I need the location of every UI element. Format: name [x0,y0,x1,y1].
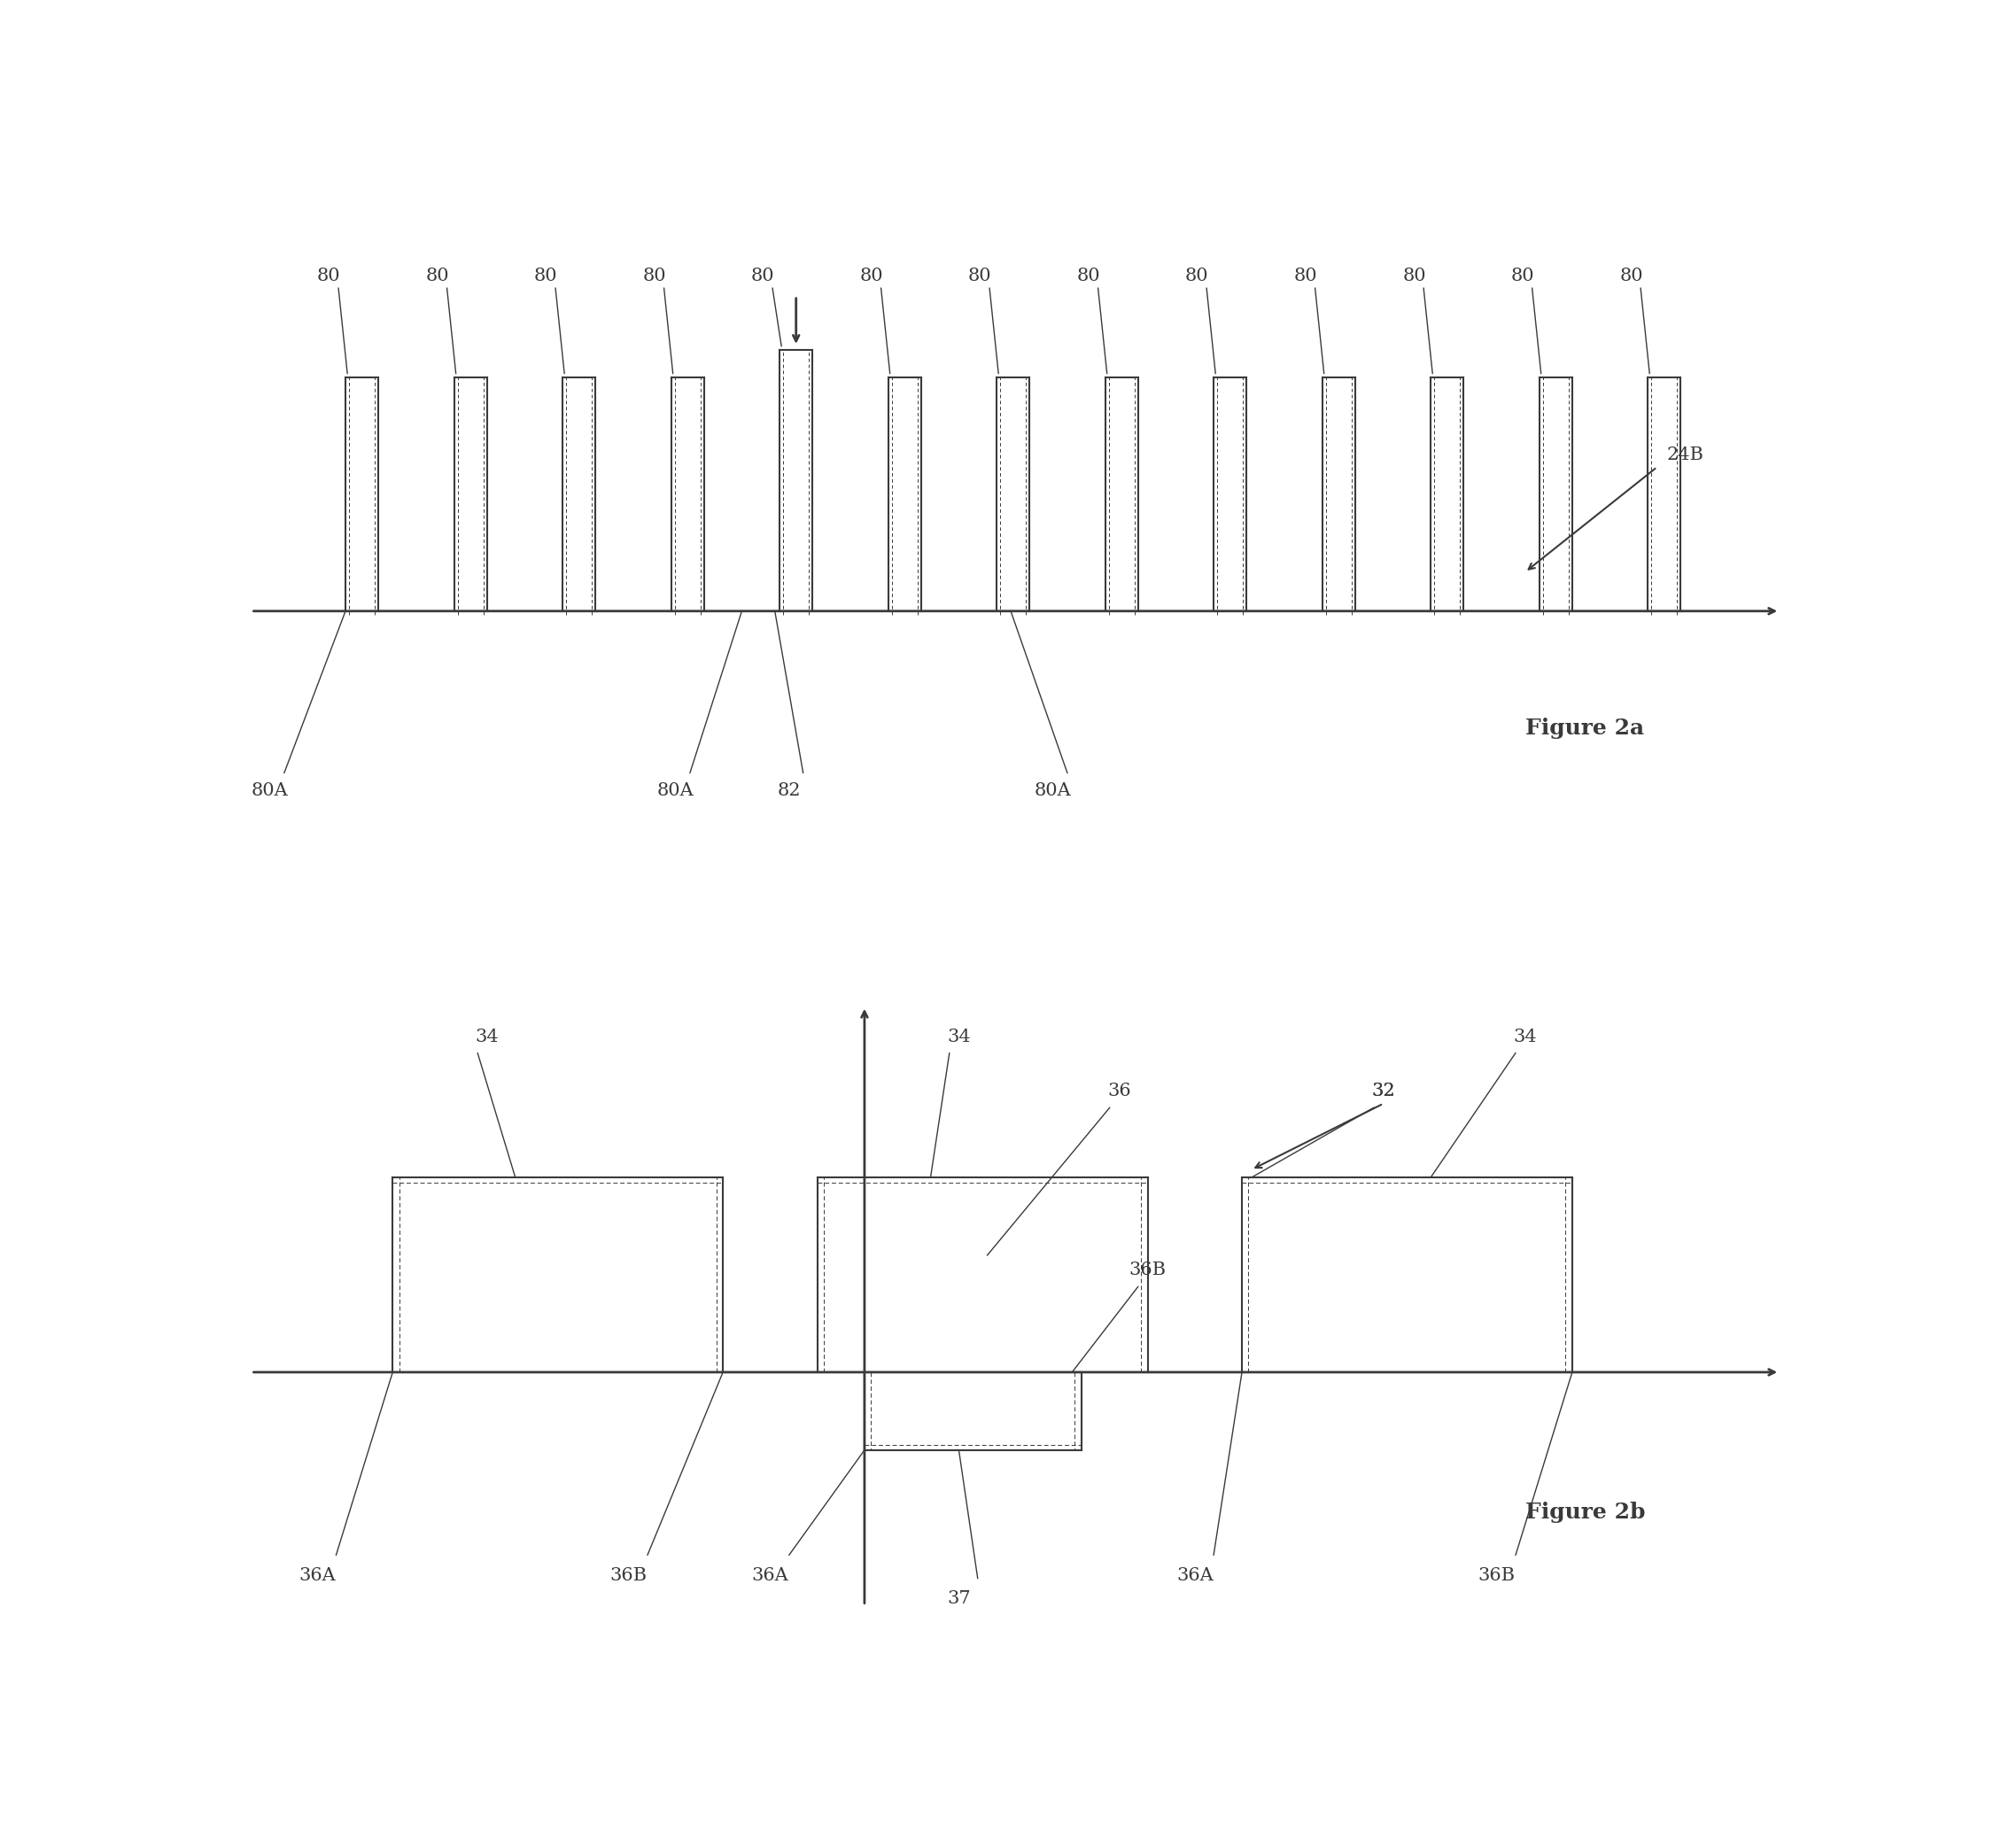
Text: 36B: 36B [611,1567,647,1584]
Text: 80: 80 [1294,268,1318,285]
Text: 80: 80 [1511,268,1535,285]
Text: 80A: 80A [657,782,695,798]
Text: 34: 34 [476,1027,498,1046]
Text: 36A: 36A [1175,1567,1213,1584]
Text: 80: 80 [1077,268,1101,285]
Text: 34: 34 [1513,1027,1537,1046]
Text: 36: 36 [1107,1083,1131,1100]
Text: Figure 2b: Figure 2b [1525,1502,1645,1523]
Text: 34: 34 [946,1027,970,1046]
Text: 80: 80 [534,268,559,285]
Text: 80A: 80A [251,782,289,798]
Text: 32: 32 [1372,1083,1396,1100]
Text: 80: 80 [643,268,667,285]
Text: 82: 82 [777,782,802,798]
Text: 80: 80 [317,268,342,285]
Text: 80: 80 [426,268,450,285]
Text: 36A: 36A [751,1567,790,1584]
Text: 36A: 36A [299,1567,336,1584]
Text: 80: 80 [1619,268,1643,285]
Text: Figure 2a: Figure 2a [1525,717,1643,739]
Text: 36B: 36B [1129,1262,1165,1279]
Text: 80: 80 [860,268,884,285]
Text: 80: 80 [751,268,775,285]
Text: 80: 80 [1402,268,1426,285]
Text: 32: 32 [1372,1083,1396,1100]
Text: 37: 37 [946,1591,970,1608]
Text: 24B: 24B [1667,447,1704,464]
Text: 80: 80 [1185,268,1209,285]
Text: 80: 80 [968,268,992,285]
Text: 36B: 36B [1479,1567,1515,1584]
Text: 80A: 80A [1035,782,1071,798]
